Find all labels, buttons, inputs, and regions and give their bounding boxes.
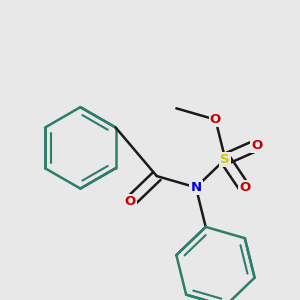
Text: O: O xyxy=(210,113,221,126)
Text: O: O xyxy=(125,195,136,208)
Text: O: O xyxy=(251,139,262,152)
Text: O: O xyxy=(239,182,250,194)
Text: N: N xyxy=(190,181,202,194)
Text: S: S xyxy=(220,153,230,166)
